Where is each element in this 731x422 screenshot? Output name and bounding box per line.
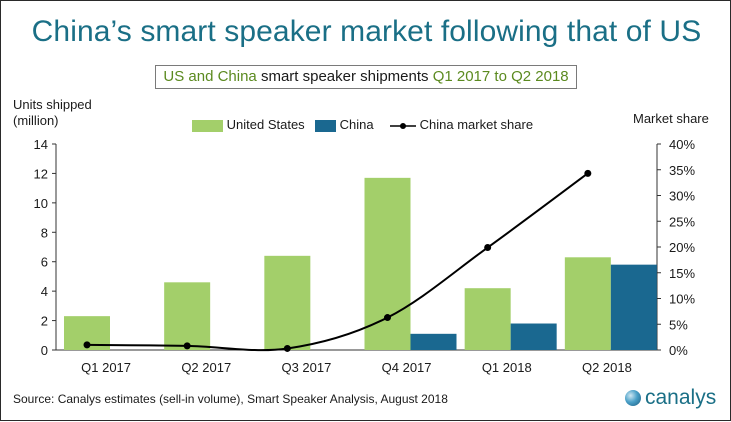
- logo-text: canalys: [645, 386, 717, 409]
- y-tick-label-right: 40%: [669, 137, 695, 152]
- y-tick-label-right: 10%: [669, 292, 695, 307]
- subtitle-highlight-countries: US and China: [163, 68, 257, 85]
- line-china-market-share: [86, 172, 589, 352]
- point-china-market-share: [83, 341, 91, 349]
- legend-item-china: China: [315, 117, 374, 132]
- x-tick-label: Q2 2018: [582, 360, 632, 375]
- legend-item-china-market-share: China market share: [390, 117, 533, 132]
- y-tick-label-right: 25%: [669, 214, 695, 229]
- source-note: Source: Canalys estimates (sell-in volum…: [13, 392, 448, 406]
- canalys-logo: canalys: [625, 386, 716, 410]
- y-tick-label-left: 8: [41, 225, 48, 240]
- legend-swatch-united-states: [192, 119, 223, 132]
- legend-item-united-states: United States: [192, 117, 305, 132]
- bar-china: [510, 323, 557, 350]
- bar-united-states: [564, 257, 611, 350]
- left-axis-title-line1: Units shipped: [13, 97, 92, 112]
- y-tick-label-right: 30%: [669, 189, 695, 204]
- legend-swatch-china: [315, 119, 336, 132]
- subtitle-text: smart speaker shipments: [256, 68, 433, 85]
- bar-united-states: [164, 282, 211, 350]
- y-tick-label-left: 2: [41, 314, 48, 329]
- x-tick-label: Q4 2017: [382, 360, 432, 375]
- point-china-market-share: [384, 314, 391, 322]
- y-tick-label-left: 0: [41, 343, 48, 358]
- globe-icon: [625, 390, 641, 406]
- y-tick-label-left: 4: [41, 284, 48, 299]
- y-tick-label-right: 5%: [669, 317, 688, 332]
- chart-subtitle: US and China smart speaker shipments Q1 …: [155, 65, 577, 89]
- legend-label-united-states: United States: [226, 117, 305, 132]
- point-china-market-share: [484, 244, 492, 252]
- point-china-market-share: [584, 169, 592, 177]
- x-tick-label: Q2 2017: [181, 360, 231, 375]
- legend-label-china: China: [339, 117, 374, 132]
- y-tick-label-right: 35%: [669, 163, 695, 178]
- bar-china: [410, 333, 457, 350]
- y-tick-label-left: 14: [34, 137, 48, 152]
- y-tick-label-left: 6: [41, 255, 48, 270]
- bar-united-states: [364, 177, 411, 350]
- x-tick-label: Q1 2018: [482, 360, 532, 375]
- x-tick-label: Q1 2017: [81, 360, 131, 375]
- right-axis-title: Market share: [633, 111, 709, 126]
- bar-china: [610, 264, 657, 350]
- legend-label-china-market-share: China market share: [419, 117, 534, 132]
- left-axis-title: Units shipped (million): [13, 97, 92, 129]
- bar-united-states: [264, 255, 311, 350]
- legend-swatch-line: [390, 122, 416, 129]
- chart-title: China’s smart speaker market following t…: [31, 15, 702, 48]
- y-tick-label-right: 0%: [669, 343, 688, 358]
- x-tick-label: Q3 2017: [281, 360, 331, 375]
- subtitle-highlight-period: Q1 2017 to Q2 2018: [432, 68, 569, 85]
- point-china-market-share: [283, 344, 291, 352]
- bar-united-states: [464, 288, 511, 350]
- point-china-market-share: [183, 342, 191, 350]
- y-tick-label-left: 10: [34, 196, 48, 211]
- y-tick-label-left: 12: [34, 166, 48, 181]
- y-tick-label-right: 20%: [669, 240, 695, 255]
- left-axis-title-line2: (million): [13, 113, 59, 128]
- y-tick-label-right: 15%: [669, 266, 695, 281]
